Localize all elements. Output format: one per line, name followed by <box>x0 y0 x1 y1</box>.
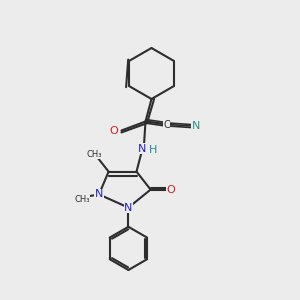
Text: N: N <box>192 121 200 131</box>
Text: CH₃: CH₃ <box>74 195 90 204</box>
Text: N: N <box>138 143 147 154</box>
Text: H: H <box>149 145 157 155</box>
Text: N: N <box>124 202 133 213</box>
Text: O: O <box>110 126 118 136</box>
Text: O: O <box>167 184 176 195</box>
Text: C: C <box>163 119 170 130</box>
Text: N: N <box>95 189 103 200</box>
Text: CH₃: CH₃ <box>87 150 102 159</box>
